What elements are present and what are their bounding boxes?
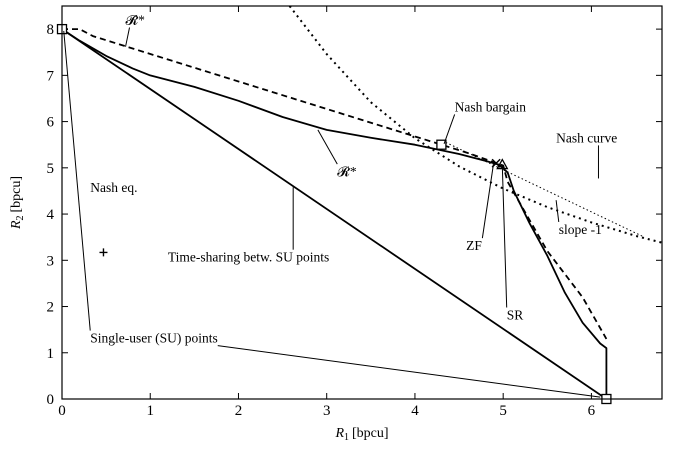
series-time-sharing bbox=[62, 28, 607, 399]
y-tick-label: 3 bbox=[47, 253, 55, 269]
x-axis-label-unit: [bpcu] bbox=[352, 426, 389, 441]
x-tick-label: 4 bbox=[411, 403, 419, 419]
annotation-leader bbox=[125, 27, 131, 47]
y-tick-label: 0 bbox=[47, 392, 55, 408]
chart-series bbox=[62, 6, 662, 399]
series-slope-minus-one bbox=[445, 141, 645, 238]
x-axis-label: R1 [bpcu] bbox=[334, 426, 388, 443]
y-axis-label-unit: [bpcu] bbox=[9, 176, 24, 213]
axis-ticks: 0 1 2 3 4 5 6 0 1 2 3 4 5 6 7 8 bbox=[47, 6, 662, 419]
marker-square bbox=[436, 139, 447, 150]
annotation-label: Nash eq. bbox=[90, 180, 137, 195]
annotation-label: ZF bbox=[466, 238, 482, 253]
annotation-label: Nash curve bbox=[556, 130, 617, 145]
annotation-label: SR bbox=[507, 307, 524, 322]
annotation-leader bbox=[481, 164, 494, 239]
annotation-leader bbox=[63, 30, 91, 331]
marker-plus bbox=[99, 248, 108, 257]
x-tick-label: 3 bbox=[323, 403, 331, 419]
chart-annotations: 𝓡̄* 𝓡* Nash bargain Nash curve slope -1 Nash … bbox=[63, 12, 617, 398]
annotation-leader bbox=[501, 165, 508, 308]
series-r-star bbox=[62, 28, 608, 399]
annotation-label: 𝓡* bbox=[337, 164, 357, 179]
x-axis-label-main: R bbox=[334, 426, 344, 441]
y-tick-label: 5 bbox=[47, 161, 55, 177]
annotation-label: 𝓡̄* bbox=[126, 12, 146, 27]
y-axis-label: R2 [bpcu] bbox=[9, 176, 26, 230]
series-nash-curve bbox=[288, 6, 662, 244]
y-tick-label: 8 bbox=[47, 22, 55, 38]
y-tick-label: 1 bbox=[47, 346, 55, 362]
y-axis-label-sub: 2 bbox=[15, 215, 26, 220]
y-tick-label: 7 bbox=[47, 68, 55, 84]
annotation-leader bbox=[443, 114, 456, 144]
x-tick-label: 5 bbox=[499, 403, 507, 419]
annotation-leader bbox=[555, 200, 560, 223]
annotation-leader bbox=[317, 129, 338, 165]
annotation-label: Nash bargain bbox=[455, 99, 527, 114]
x-tick-label: 0 bbox=[58, 403, 66, 419]
plot-frame bbox=[61, 5, 663, 400]
x-tick-label: 2 bbox=[235, 403, 243, 419]
x-tick-label: 1 bbox=[146, 403, 154, 419]
annotation-label: slope -1 bbox=[559, 222, 602, 237]
y-axis-label-main: R bbox=[9, 220, 24, 230]
annotation-leader bbox=[217, 345, 601, 398]
series-r-bar-star bbox=[62, 28, 608, 340]
annotation-label: Time-sharing betw. SU points bbox=[168, 250, 329, 265]
y-tick-label: 4 bbox=[47, 207, 55, 223]
x-tick-label: 6 bbox=[588, 403, 596, 419]
y-tick-label: 6 bbox=[47, 115, 55, 131]
y-tick-label: 2 bbox=[47, 300, 55, 316]
annotation-label: Single-user (SU) points bbox=[90, 331, 218, 346]
x-axis-label-sub: 1 bbox=[344, 432, 349, 443]
